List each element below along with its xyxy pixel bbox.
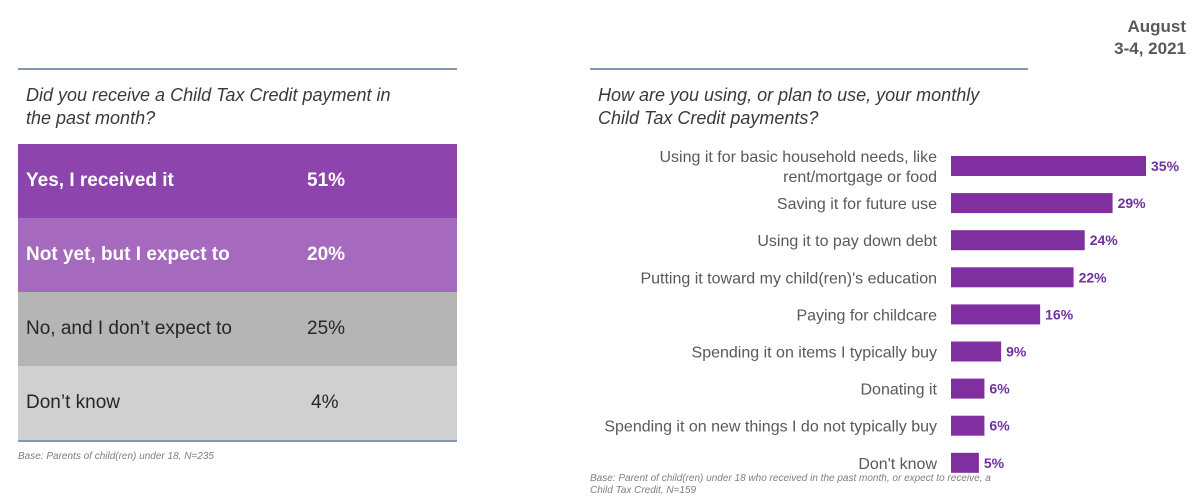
bar-category-label: Paying for childcare — [796, 307, 937, 324]
left-question-line1: Did you receive a Child Tax Credit payme… — [26, 85, 391, 105]
survey-date: August 3-4, 2021 — [1114, 16, 1186, 60]
bar-value-label: 29% — [1118, 195, 1147, 211]
right-base-note: Base: Parent of child(ren) under 18 who … — [590, 473, 991, 497]
row-value: 4% — [311, 392, 339, 413]
bar-value-label: 22% — [1079, 269, 1108, 285]
table-row: Yes, I received it 51% — [18, 144, 457, 218]
bar-category-label: Using it to pay down debt — [757, 233, 937, 250]
right-question-line1: How are you using, or plan to use, your … — [598, 85, 980, 105]
bar — [951, 230, 1085, 251]
bar — [951, 452, 979, 473]
bar-value-label: 9% — [1006, 344, 1027, 360]
bar-value-label: 6% — [989, 418, 1010, 434]
table-row: Don’t know 4% — [18, 366, 457, 440]
left-question-line2: the past month? — [26, 108, 156, 128]
right-top-rule — [590, 68, 1028, 70]
bar — [951, 193, 1113, 214]
bar-category-label: Saving it for future use — [777, 196, 937, 213]
bar-value-label: 16% — [1045, 306, 1074, 322]
left-base-note: Base: Parents of child(ren) under 18, N=… — [18, 451, 214, 462]
bar — [951, 267, 1074, 288]
row-value: 51% — [307, 170, 346, 191]
table-row: No, and I don’t expect to 25% — [18, 292, 457, 366]
bar-category-label: Spending it on items I typically buy — [692, 345, 937, 362]
right-question-line2: Child Tax Credit payments? — [598, 108, 819, 128]
bar — [951, 341, 1002, 362]
bar-value-label: 24% — [1090, 232, 1119, 248]
received-payment-table: Yes, I received it 51% Not yet, but I ex… — [18, 144, 457, 440]
right-question: How are you using, or plan to use, your … — [598, 84, 979, 130]
bar-category-label: Donating it — [861, 382, 938, 399]
bar-category-label: Putting it toward my child(ren)'s educat… — [640, 270, 937, 287]
bar-category-label: rent/mortgage or food — [783, 169, 937, 186]
right-base-line1: Base: Parent of child(ren) under 18 who … — [590, 473, 991, 484]
bar — [951, 378, 985, 399]
left-question: Did you receive a Child Tax Credit payme… — [26, 84, 391, 130]
bar-value-label: 35% — [1151, 158, 1180, 174]
bar-category-label: Don't know — [858, 456, 937, 473]
left-top-rule — [18, 68, 457, 70]
table-row: Not yet, but I expect to 20% — [18, 218, 457, 292]
bar — [951, 415, 985, 436]
bar-category-label: Spending it on new things I do not typic… — [604, 419, 937, 436]
row-value: 25% — [307, 318, 346, 339]
row-label: Yes, I received it — [26, 170, 174, 191]
right-base-line2: Child Tax Credit, N=159 — [590, 485, 697, 496]
row-value: 20% — [307, 244, 346, 265]
row-label: Don’t know — [26, 392, 120, 413]
bar-value-label: 5% — [984, 455, 1005, 471]
survey-date-line1: August — [1127, 17, 1186, 36]
bar-category-label: Using it for basic household needs, like — [660, 149, 938, 166]
survey-date-line2: 3-4, 2021 — [1114, 39, 1186, 58]
bar — [951, 304, 1041, 325]
row-label: Not yet, but I expect to — [26, 244, 230, 265]
bar — [951, 156, 1146, 176]
row-label: No, and I don’t expect to — [26, 318, 232, 339]
left-bottom-rule — [18, 440, 457, 442]
bar-value-label: 6% — [989, 381, 1010, 397]
